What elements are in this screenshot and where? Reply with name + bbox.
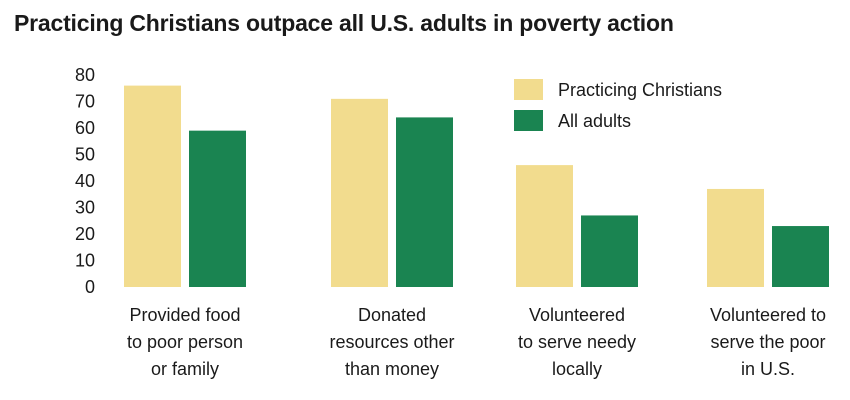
y-tick-label: 50 — [75, 145, 95, 165]
legend: Practicing Christians All adults — [514, 79, 722, 131]
category-labels: Provided food to poor person or family Dona… — [127, 305, 826, 379]
category-label: Provided food to poor person or family — [127, 305, 243, 379]
y-tick-label: 60 — [75, 118, 95, 138]
bar-all-adults-3 — [581, 215, 638, 287]
y-axis: 0 10 20 30 40 50 60 70 80 — [75, 65, 95, 297]
y-tick-label: 80 — [75, 65, 95, 85]
legend-swatch-practicing-christians — [514, 79, 543, 100]
bar-group — [124, 85, 829, 288]
bar-practicing-christians-4 — [707, 188, 764, 287]
y-tick-label: 0 — [85, 277, 95, 297]
y-tick-label: 20 — [75, 224, 95, 244]
category-label: Donated resources other than money — [329, 305, 454, 379]
y-tick-label: 70 — [75, 92, 95, 112]
y-tick-label: 30 — [75, 198, 95, 218]
category-label: Volunteered to serve the poor in U.S. — [710, 305, 826, 379]
legend-label-practicing-christians: Practicing Christians — [558, 80, 722, 100]
bar-all-adults-4 — [772, 226, 829, 287]
bar-practicing-christians-1 — [124, 85, 181, 287]
chart-title: Practicing Christians outpace all U.S. a… — [14, 10, 674, 36]
y-tick-label: 40 — [75, 171, 95, 191]
legend-label-all-adults: All adults — [558, 111, 631, 131]
bar-practicing-christians-3 — [516, 165, 573, 287]
y-tick-label: 10 — [75, 251, 95, 271]
legend-swatch-all-adults — [514, 110, 543, 131]
bar-practicing-christians-2 — [331, 98, 388, 287]
bar-all-adults-1 — [189, 130, 246, 287]
bar-all-adults-2 — [396, 117, 453, 288]
category-label: Volunteered to serve needy locally — [518, 305, 636, 379]
